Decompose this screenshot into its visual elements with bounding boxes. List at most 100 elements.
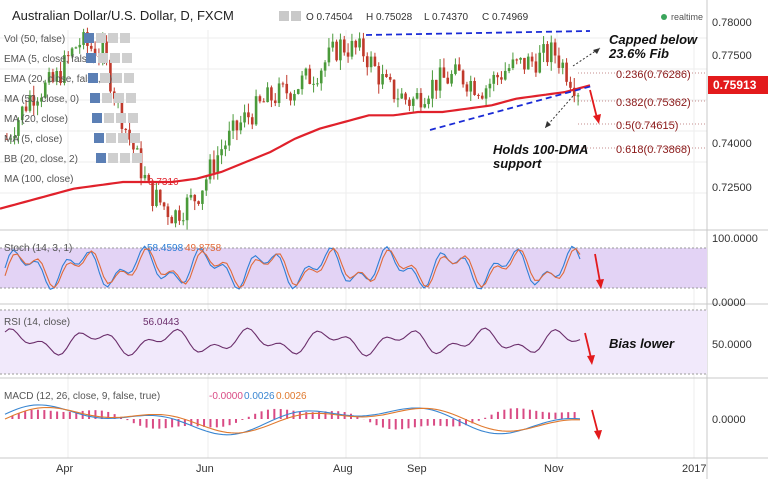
candle-body: [477, 94, 480, 96]
rsi-tick-50: 50.0000: [712, 339, 752, 351]
down-arrow-stoch: [594, 253, 604, 289]
macd-bar: [203, 419, 206, 427]
macd-bar: [305, 412, 308, 419]
candle-body: [143, 174, 147, 179]
stoch-label: Stoch (14, 3, 1): [4, 243, 72, 254]
gear-icon[interactable]: [100, 73, 110, 83]
macd-bar: [260, 411, 263, 419]
macd-bar: [24, 411, 27, 419]
candle-body: [411, 98, 415, 106]
macd-bar: [139, 419, 142, 426]
indicator-legend: Vol (50, false) EMA (5, close, false, 0) E…: [4, 33, 142, 185]
candle-body: [82, 32, 85, 45]
candle-body: [250, 117, 254, 125]
candle-body: [373, 56, 377, 67]
candle-body: [235, 120, 239, 131]
candle-body: [174, 210, 177, 224]
macd-bar: [330, 411, 333, 419]
gear-icon[interactable]: [98, 53, 108, 63]
macd-bar: [439, 419, 442, 426]
eye-icon[interactable]: [90, 93, 100, 103]
plus-icon[interactable]: [112, 73, 122, 83]
macd-bar: [503, 409, 506, 419]
candle-body: [224, 145, 227, 150]
gear-icon[interactable]: [96, 33, 106, 43]
macd-line: [4, 404, 581, 436]
header-icons[interactable]: [279, 11, 301, 21]
close-icon[interactable]: [122, 53, 132, 63]
eye-icon[interactable]: [96, 153, 106, 163]
candle-body: [231, 120, 235, 131]
plus-icon[interactable]: [110, 53, 120, 63]
eye-icon[interactable]: [84, 33, 94, 43]
ohlc-low: L 0.74370: [424, 12, 469, 23]
candle-body: [308, 68, 312, 84]
down-arrow-rsi: [584, 332, 595, 365]
macd-bar: [49, 410, 52, 419]
candle-body: [572, 87, 576, 96]
candle-body: [496, 74, 499, 78]
price-axis[interactable]: 0.78000 0.77500 0.74000 0.72500: [712, 17, 752, 194]
gear-icon[interactable]: [108, 153, 118, 163]
ohlc-open: O 0.74504: [306, 12, 353, 23]
candle-body: [438, 67, 442, 91]
stoch-value-1: 58.4598: [147, 243, 184, 254]
eye-icon[interactable]: [86, 53, 96, 63]
eye-icon[interactable]: [94, 133, 104, 143]
candle-body: [480, 95, 484, 99]
macd-bar: [496, 411, 499, 419]
candle-body: [155, 189, 158, 206]
price-tick: 0.74000: [712, 138, 752, 150]
candle-body: [254, 96, 258, 125]
close-icon[interactable]: [130, 133, 140, 143]
gear-icon[interactable]: [104, 113, 114, 123]
plus-icon[interactable]: [118, 133, 128, 143]
close-icon[interactable]: [126, 93, 136, 103]
macd-bar: [273, 408, 276, 419]
xaxis-label: 2017: [682, 463, 706, 475]
candle-body: [170, 217, 174, 224]
down-arrow-macd: [591, 409, 602, 440]
eye-icon[interactable]: [88, 73, 98, 83]
gear-icon[interactable]: [106, 133, 116, 143]
candle-body: [20, 106, 24, 121]
close-icon[interactable]: [132, 153, 142, 163]
candle-body: [565, 62, 568, 82]
down-arrow-price: [589, 89, 601, 124]
candle-body: [197, 201, 200, 204]
holds-pointer-head: [545, 121, 551, 128]
candle-body: [377, 66, 381, 85]
plus-icon[interactable]: [120, 153, 130, 163]
annotation-capped-2: 23.6% Fib: [608, 46, 669, 61]
macd-bar: [247, 416, 250, 419]
candle-body: [9, 138, 13, 140]
stoch-tick-0: 0.0000: [712, 297, 746, 309]
macd-bar: [490, 414, 493, 419]
current-price-tag: [708, 76, 768, 94]
indicator-legend-item: MA (50, close, 0): [4, 94, 79, 105]
gear-icon[interactable]: [102, 93, 112, 103]
candle-body: [212, 159, 216, 173]
candle-body: [270, 87, 273, 101]
close-icon[interactable]: [124, 73, 134, 83]
candle-body: [304, 68, 308, 76]
close-icon[interactable]: [128, 113, 138, 123]
capped-pointer-head: [593, 48, 600, 54]
macd-bar: [528, 409, 531, 419]
plus-icon[interactable]: [108, 33, 118, 43]
plus-icon[interactable]: [116, 113, 126, 123]
macd-bar: [17, 413, 20, 419]
eye-icon[interactable]: [92, 113, 102, 123]
candle-body: [32, 95, 36, 106]
candle-body: [181, 220, 185, 222]
plus-icon[interactable]: [114, 93, 124, 103]
candle-body: [335, 41, 338, 61]
macd-bar: [75, 411, 78, 419]
candle-body: [216, 155, 220, 173]
macd-bar: [36, 409, 39, 419]
macd-bar: [62, 411, 65, 419]
close-icon[interactable]: [120, 33, 130, 43]
macd-bar: [266, 409, 269, 419]
candle-body: [151, 180, 154, 206]
candle-body: [277, 83, 281, 104]
